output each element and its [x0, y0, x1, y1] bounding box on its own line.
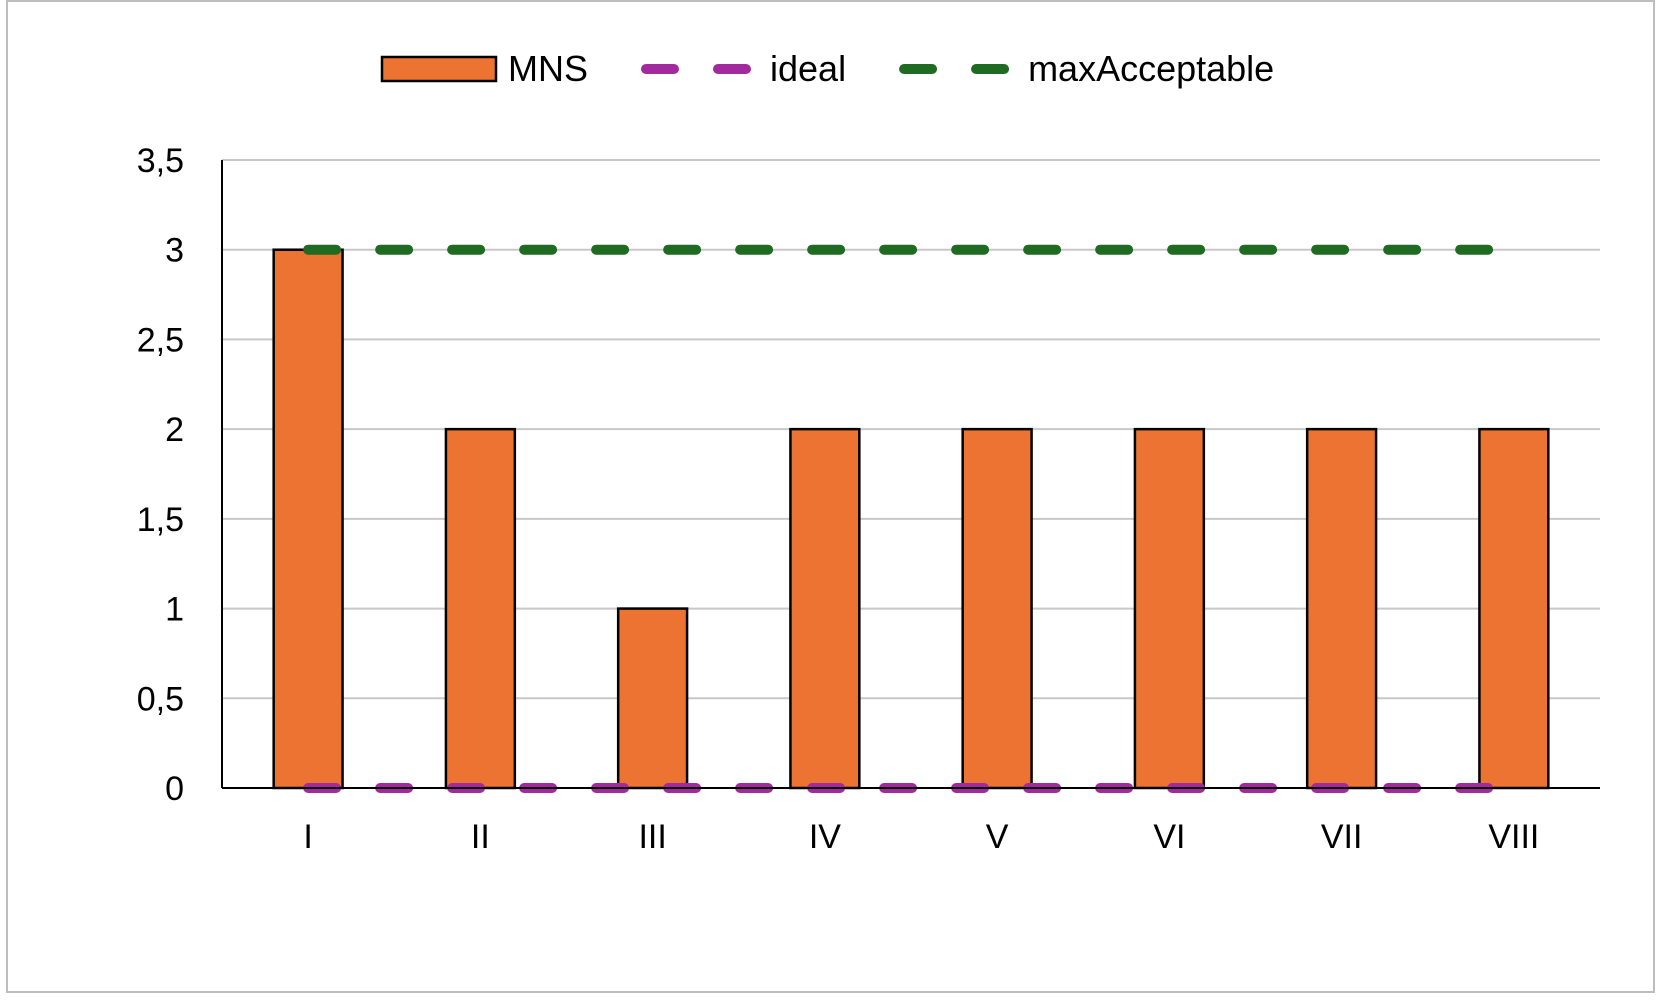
y-tick-label: 2,5 — [137, 321, 184, 359]
bar-VII — [1305, 427, 1378, 790]
y-tick-label: 0,5 — [137, 680, 184, 718]
x-tick-label: I — [303, 818, 312, 856]
y-tick-label: 3,5 — [137, 142, 184, 180]
x-tick-labels: I II III IV V VI VII VIII — [303, 818, 1539, 856]
bar-VI — [1133, 427, 1206, 790]
bar-IV — [789, 427, 861, 790]
legend-item-ideal: ideal — [641, 48, 846, 89]
x-tick-label: II — [471, 818, 490, 856]
x-tick-label: VII — [1321, 818, 1363, 856]
x-tick-label: III — [638, 818, 666, 856]
bars — [272, 248, 1550, 790]
legend-swatch — [380, 55, 498, 83]
legend: MNS ideal maxAcceptable — [380, 48, 1274, 89]
x-tick-label: V — [986, 818, 1009, 856]
x-tick-label: IV — [809, 818, 841, 856]
legend-item-MNS: MNS — [380, 48, 588, 89]
y-tick-label: 1,5 — [137, 501, 184, 539]
gridlines — [222, 159, 1600, 700]
bar-V — [961, 427, 1033, 790]
y-tick-label: 2 — [165, 411, 184, 449]
legend-label: ideal — [770, 48, 846, 89]
legend-label: maxAcceptable — [1028, 48, 1274, 89]
bar-chart: 00,511,522,533,5 I II III IV V VI VII VIII MNS i… — [137, 48, 1600, 856]
x-tick-label: VI — [1153, 818, 1185, 856]
bar-VIII — [1478, 427, 1550, 790]
x-tick-label: VIII — [1488, 818, 1539, 856]
y-tick-label: 0 — [165, 770, 184, 808]
bar-III — [616, 607, 689, 790]
y-tick-label: 1 — [165, 591, 184, 629]
axes — [221, 160, 1600, 789]
bar-I — [272, 248, 344, 790]
y-tick-labels: 0 0,5 1 1,5 2 2,5 3 3,5 — [137, 142, 184, 808]
legend-item-maxAcceptable: maxAcceptable — [899, 48, 1274, 89]
y-tick-label: 3 — [165, 232, 184, 270]
legend-label: MNS — [508, 48, 588, 89]
bar-II — [444, 427, 517, 790]
chart-frame: 0 0,5 1 1,5 2 2,5 3 3,5 I II III IV V VI VII VIII MNS i… — [6, 0, 1655, 993]
